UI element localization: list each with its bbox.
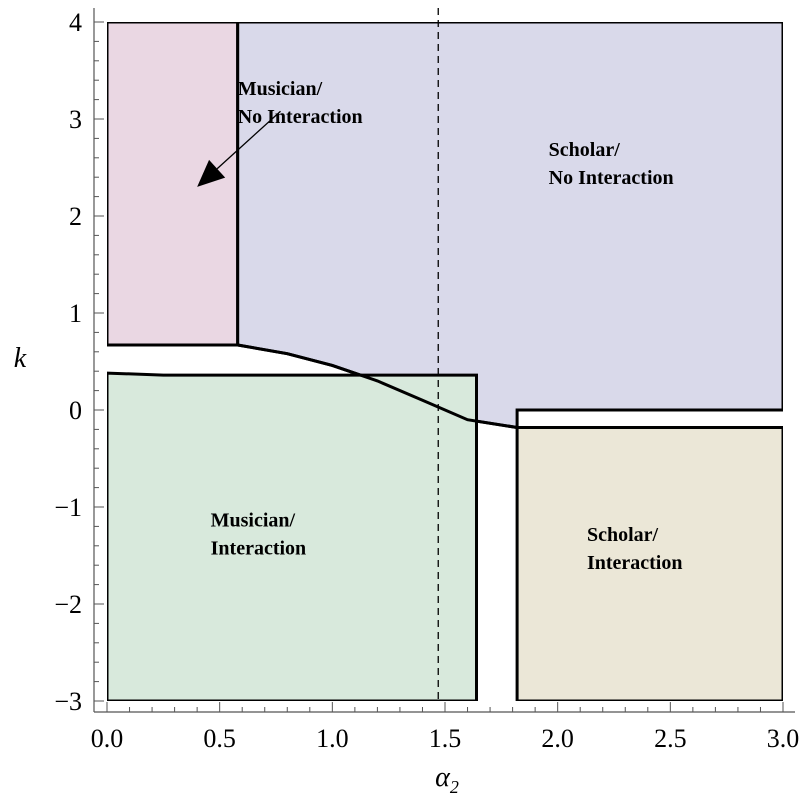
boundary-curve	[237, 343, 518, 429]
y-tick-label: 0	[69, 396, 82, 425]
x-tick-label: 1.5	[429, 724, 462, 753]
y-tick-label: −1	[54, 493, 82, 522]
y-tick-label: 2	[69, 202, 82, 231]
arrow-head	[197, 159, 226, 187]
region-label-scholar-interaction: Scholar/Interaction	[587, 524, 683, 574]
regions-layer	[107, 22, 783, 701]
x-tick-label: 0.5	[203, 724, 236, 753]
y-tick-label: 4	[69, 8, 82, 37]
region-scholar-interaction	[515, 426, 783, 701]
y-tick-label: −2	[54, 590, 82, 619]
axes: 4 3 2 1 0 −1 −2 −3 0.0 0.5 1.0 1.5 2.0 2.5 3.0	[54, 8, 799, 753]
y-tick-label: 1	[69, 299, 82, 328]
region-label-scholar-no-interaction: Scholar/No Interaction	[549, 139, 674, 189]
y-axis-label: k	[14, 343, 27, 374]
boundary-layer	[237, 343, 518, 429]
y-tick-label: −3	[54, 687, 82, 716]
region-label-musician-interaction: Musician/Interaction	[211, 509, 307, 559]
annotation-arrow	[197, 110, 281, 187]
x-tick-label: 3.0	[767, 724, 800, 753]
y-tick-label: 3	[69, 105, 82, 134]
x-tick-label: 1.0	[316, 724, 349, 753]
region-musician-interaction	[107, 371, 478, 701]
x-tick-label: 0.0	[91, 724, 124, 753]
x-tick-label: 2.5	[654, 724, 687, 753]
region-musician-no-interaction	[107, 22, 240, 347]
arrow-shaft	[216, 110, 281, 170]
x-tick-label: 2.0	[541, 724, 574, 753]
x-axis-label: α2	[435, 762, 459, 797]
